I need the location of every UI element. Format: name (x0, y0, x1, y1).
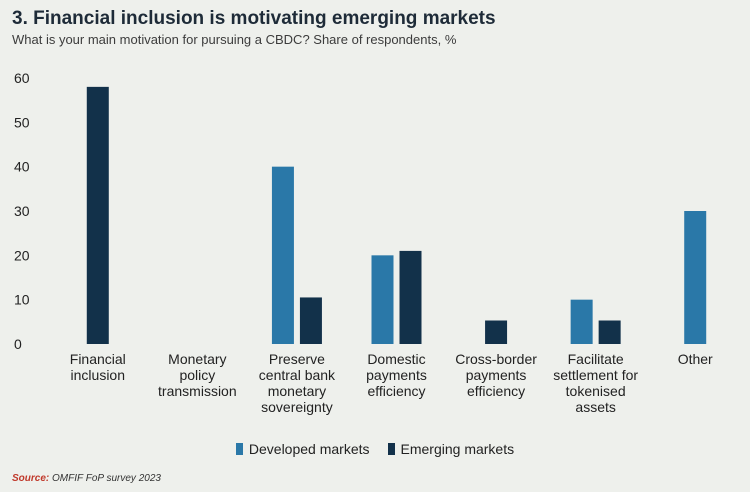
source-label: Source: (12, 473, 50, 484)
bar-emerging (598, 320, 621, 344)
bar-developed (570, 299, 593, 344)
bar-developed (271, 166, 294, 344)
y-tick-label: 40 (14, 159, 30, 175)
x-category-label: Other (678, 351, 713, 367)
legend-swatch-emerging (387, 443, 395, 455)
source-text: OMFIF FoP survey 2023 (49, 473, 161, 484)
y-tick-label: 30 (14, 203, 30, 219)
source-note: Source: OMFIF FoP survey 2023 (12, 473, 161, 484)
legend-label-emerging: Emerging markets (400, 441, 515, 457)
bar-emerging (485, 320, 508, 344)
y-tick-label: 10 (14, 292, 30, 308)
bar-developed (371, 255, 394, 344)
x-axis: Financial inclusion Monetary policy transmis… (70, 351, 713, 415)
x-category-label: Monetary policy transmission (158, 351, 237, 399)
y-tick-label: 50 (14, 114, 30, 130)
y-axis: 0 10 20 30 40 50 60 (14, 70, 30, 352)
legend-item-emerging: Emerging markets (387, 441, 515, 457)
bar-emerging (299, 297, 322, 344)
y-tick-label: 60 (14, 70, 30, 86)
chart-subtitle: What is your main motivation for pursuin… (12, 32, 457, 47)
x-category-label: Facilitate settlement for tokenised assets (553, 351, 638, 415)
bar-developed (684, 211, 707, 344)
bar-chart: 0 10 20 30 40 50 60 Financial inclusion Monetary… (14, 70, 713, 415)
y-tick-label: 0 (14, 336, 22, 352)
legend: Developed markets Emerging markets (0, 441, 750, 457)
x-category-label: Cross-border payments efficiency (455, 351, 537, 399)
legend-item-developed: Developed markets (235, 441, 370, 457)
bars (86, 86, 707, 344)
x-category-label: Domestic payments efficiency (366, 351, 427, 399)
y-tick-label: 20 (14, 247, 30, 263)
chart-title: 3. Financial inclusion is motivating eme… (12, 8, 496, 29)
legend-swatch-developed (235, 443, 243, 455)
bar-emerging (86, 86, 109, 344)
x-category-label: Financial inclusion (70, 351, 126, 383)
bar-emerging (399, 250, 422, 344)
legend-label-developed: Developed markets (248, 441, 370, 457)
x-category-label: Preserve central bank monetary sovereignty (259, 351, 336, 415)
